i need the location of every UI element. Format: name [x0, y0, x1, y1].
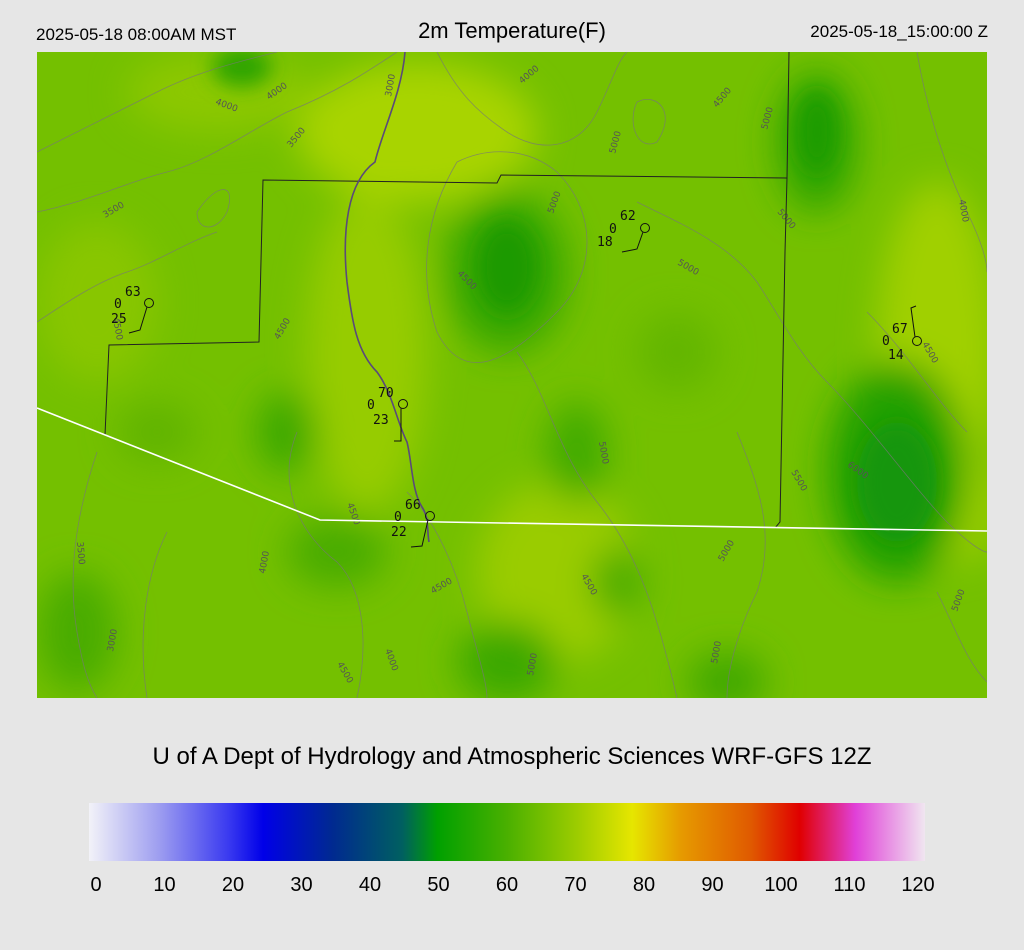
station-temp: 63	[125, 285, 141, 300]
color-scale-tick: 110	[833, 874, 866, 896]
contour-label: 3000	[384, 73, 398, 98]
station-wind: 0	[367, 398, 375, 413]
color-scale-tick: 20	[221, 874, 245, 896]
station-wind: 0	[609, 222, 617, 237]
credit-text: U of A Dept of Hydrology and Atmospheric…	[152, 743, 872, 770]
color-scale-tick: 80	[632, 874, 656, 896]
color-scale-tick: 70	[564, 874, 587, 896]
station-plot: 67 0 14	[882, 305, 922, 363]
contour-label: 4500	[110, 317, 124, 342]
station-wind: 0	[394, 510, 402, 525]
color-scale-ticks: 0 10 20 30 40 50 60 70 80 90 100 110 120	[0, 874, 1024, 904]
station-dew: 25	[111, 312, 127, 327]
contour-label: 4000	[258, 550, 272, 575]
contour-label: 3500	[74, 541, 86, 565]
contour-label: 5000	[526, 652, 540, 677]
county-boundary	[774, 177, 788, 529]
station-plot: 66 0 22	[391, 498, 435, 548]
color-scale-tick: 10	[153, 874, 176, 896]
color-scale-tick: 100	[764, 874, 798, 896]
station-dew: 23	[373, 413, 389, 428]
color-scale-tick: 0	[90, 874, 102, 896]
local-time: 2025-05-18 08:00AM MST	[36, 25, 237, 44]
color-scale-tick: 60	[495, 874, 519, 896]
station-temp: 62	[620, 209, 636, 224]
color-scale-tick: 120	[901, 874, 935, 896]
county-boundary	[104, 52, 790, 436]
contour-label: 5000	[710, 640, 724, 665]
map-title: 2m Temperature(F)	[418, 18, 606, 43]
station-dew: 14	[888, 348, 904, 363]
station-temp: 66	[405, 498, 421, 513]
station-plot: 62 0 18	[597, 209, 650, 253]
color-scale-tick: 90	[701, 874, 724, 896]
elevation-contours	[37, 52, 987, 698]
utc-time: 2025-05-18_15:00:00 Z	[810, 22, 988, 41]
station-plots: 63 0 25 62 0 18 67 0 14 70	[111, 209, 922, 548]
station-plot: 70 0 23	[367, 386, 408, 442]
river	[344, 52, 430, 543]
boundaries	[37, 52, 987, 543]
station-temp: 70	[378, 386, 394, 401]
station-wind: 0	[882, 334, 890, 349]
color-scale-tick: 40	[358, 874, 382, 896]
contour-label: 5000	[596, 441, 610, 466]
station-wind: 0	[114, 297, 122, 312]
station-plot: 63 0 25	[111, 285, 154, 334]
contour-label: 3000	[106, 628, 120, 653]
station-dew: 18	[597, 235, 613, 250]
header: 2025-05-18 08:00AM MST 2m Temperature(F)…	[0, 0, 1024, 52]
color-scale-tick: 30	[290, 874, 313, 896]
station-temp: 67	[892, 322, 908, 337]
temperature-field	[37, 52, 987, 698]
color-scale-bar	[89, 803, 925, 861]
contour-label: 4000	[956, 199, 970, 224]
temperature-map: 4000 4000 3000 4000 4500 5000 5000 3500 …	[37, 52, 987, 698]
color-scale-tick: 50	[427, 874, 450, 896]
state-boundary	[37, 407, 987, 532]
station-dew: 22	[391, 525, 407, 540]
